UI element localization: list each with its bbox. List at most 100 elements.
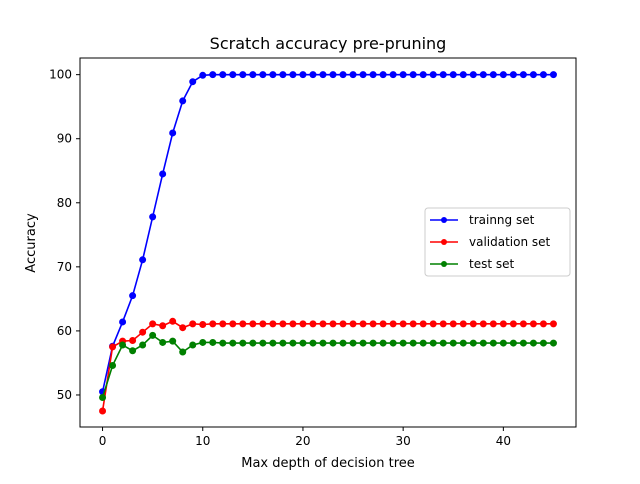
data-point-validation-set	[489, 320, 497, 328]
data-point-trainng-set	[149, 213, 157, 221]
legend-label-test-set: test set	[469, 257, 514, 271]
data-point-validation-set	[389, 320, 397, 328]
data-point-trainng-set	[119, 318, 127, 326]
data-point-trainng-set	[199, 71, 207, 79]
data-point-validation-set	[319, 320, 327, 328]
data-point-trainng-set	[469, 71, 477, 79]
data-point-validation-set	[239, 320, 247, 328]
data-point-validation-set	[259, 320, 267, 328]
data-point-test-set	[319, 339, 327, 347]
data-point-validation-set	[439, 320, 447, 328]
data-point-validation-set	[369, 320, 377, 328]
data-point-validation-set	[399, 320, 407, 328]
data-point-test-set	[489, 339, 497, 347]
data-point-trainng-set	[289, 71, 297, 79]
data-point-trainng-set	[419, 71, 427, 79]
data-point-trainng-set	[209, 71, 217, 79]
data-point-trainng-set	[259, 71, 267, 79]
data-point-validation-set	[479, 320, 487, 328]
data-point-test-set	[389, 339, 397, 347]
data-point-validation-set	[449, 320, 457, 328]
data-point-test-set	[169, 337, 177, 345]
data-point-test-set	[539, 339, 547, 347]
data-point-test-set	[159, 338, 167, 346]
data-point-trainng-set	[389, 71, 397, 79]
data-point-test-set	[449, 339, 457, 347]
y-tick-label: 60	[57, 324, 72, 338]
y-tick-label: 90	[57, 132, 72, 146]
data-point-validation-set	[229, 320, 237, 328]
x-tick-label: 30	[396, 434, 411, 448]
data-point-validation-set	[219, 320, 227, 328]
data-point-validation-set	[539, 320, 547, 328]
data-point-validation-set	[249, 320, 257, 328]
data-point-trainng-set	[519, 71, 527, 79]
data-point-validation-set	[349, 320, 357, 328]
data-point-test-set	[269, 339, 277, 347]
data-point-test-set	[439, 339, 447, 347]
data-point-test-set	[359, 339, 367, 347]
data-point-validation-set	[329, 320, 337, 328]
chart-title: Scratch accuracy pre-pruning	[210, 34, 447, 53]
data-point-trainng-set	[489, 71, 497, 79]
data-point-validation-set	[299, 320, 307, 328]
data-point-validation-set	[129, 337, 137, 345]
data-point-test-set	[339, 339, 347, 347]
data-point-validation-set	[419, 320, 427, 328]
data-point-trainng-set	[379, 71, 387, 79]
data-point-trainng-set	[529, 71, 537, 79]
x-tick-label: 10	[195, 434, 210, 448]
y-axis-label: Accuracy	[24, 213, 39, 273]
data-point-validation-set	[339, 320, 347, 328]
data-point-validation-set	[309, 320, 317, 328]
data-point-test-set	[409, 339, 417, 347]
x-axis-label: Max depth of decision tree	[241, 456, 415, 471]
y-tick-label: 70	[57, 260, 72, 274]
data-point-trainng-set	[359, 71, 367, 79]
data-point-test-set	[109, 362, 117, 369]
data-point-test-set	[379, 339, 387, 347]
data-point-trainng-set	[269, 71, 277, 79]
data-point-test-set	[499, 339, 507, 347]
data-point-test-set	[369, 339, 377, 347]
data-point-validation-set	[549, 320, 557, 328]
series-line-trainng-set	[101, 73, 554, 392]
data-point-validation-set	[469, 320, 477, 328]
data-point-trainng-set	[249, 71, 257, 79]
data-point-trainng-set	[449, 71, 457, 79]
data-point-validation-set	[109, 343, 117, 351]
data-point-trainng-set	[369, 71, 377, 79]
data-point-test-set	[219, 339, 227, 347]
data-point-test-set	[459, 339, 467, 347]
data-point-test-set	[299, 339, 307, 347]
data-point-trainng-set	[329, 71, 337, 79]
data-point-validation-set	[519, 320, 527, 328]
data-point-validation-set	[409, 320, 417, 328]
axes-frame	[79, 57, 577, 428]
data-point-validation-set	[359, 320, 367, 328]
data-point-test-set	[309, 339, 317, 347]
data-point-validation-set	[169, 317, 177, 325]
data-point-test-set	[239, 339, 247, 347]
data-point-trainng-set	[229, 71, 237, 79]
data-point-trainng-set	[479, 71, 487, 79]
data-point-trainng-set	[509, 71, 517, 79]
plot-area: 0 10 20 30 40 50 60 70 80 90 100	[49, 57, 577, 448]
data-point-trainng-set	[319, 71, 327, 79]
data-point-validation-set	[509, 320, 517, 328]
data-point-validation-set	[499, 320, 507, 328]
data-point-validation-set	[179, 324, 187, 332]
legend-label-validation-set: validation set	[469, 235, 551, 249]
data-point-test-set	[509, 339, 517, 347]
data-point-trainng-set	[129, 292, 137, 300]
legend: trainng set validation set test set	[424, 207, 571, 277]
y-tick-label: 100	[49, 68, 72, 82]
data-point-test-set	[249, 339, 257, 347]
data-point-trainng-set	[399, 71, 407, 79]
data-point-validation-set	[529, 320, 537, 328]
data-point-test-set	[469, 339, 477, 347]
data-point-validation-set	[159, 322, 167, 330]
data-point-validation-set	[429, 320, 437, 328]
data-point-trainng-set	[549, 71, 557, 79]
